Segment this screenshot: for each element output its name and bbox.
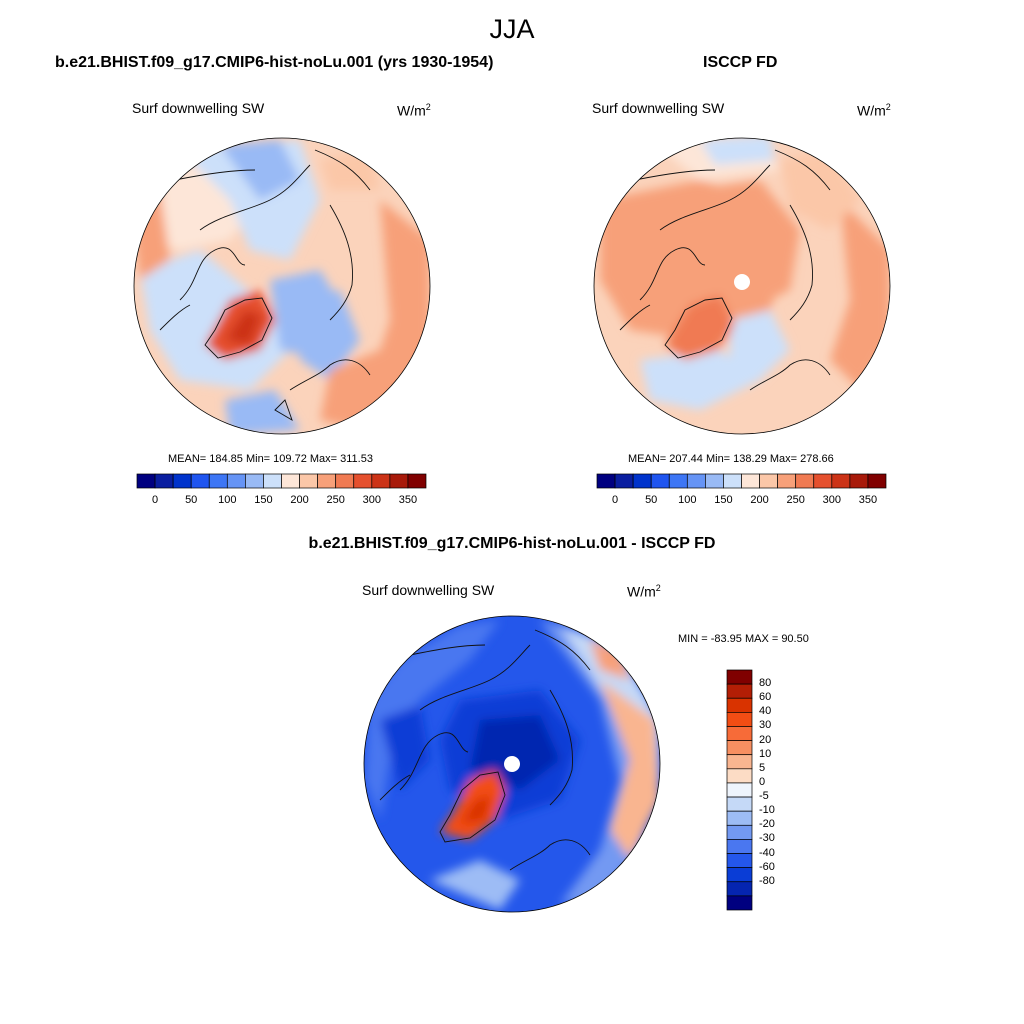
- model-colorbar-swatch: [371, 473, 391, 489]
- model-panel-title: b.e21.BHIST.f09_g17.CMIP6-hist-noLu.001 …: [55, 54, 494, 71]
- diff-variable-label: Surf downwelling SW: [362, 582, 495, 598]
- model-colorbar-swatch: [245, 473, 264, 489]
- diff-colorbar-swatch: [726, 881, 753, 897]
- model-colorbar-swatch: [317, 473, 337, 489]
- model-map: [134, 138, 430, 434]
- obs-colorbar-tick-label: 100: [678, 494, 697, 506]
- diff-colorbar: [726, 669, 753, 911]
- obs-colorbar-tick-label: 50: [645, 494, 658, 506]
- obs-colorbar-swatch: [650, 473, 670, 489]
- obs-colorbar-tick-label: 250: [786, 494, 805, 506]
- obs-colorbar-swatch: [705, 473, 724, 489]
- model-colorbar-ticks: 0 50 100 150 200 250 300 350: [0, 494, 1024, 510]
- diff-stats-text: MIN = -83.95 MAX = 90.50: [678, 633, 809, 645]
- diff-colorbar-swatch: [726, 867, 753, 883]
- obs-colorbar-swatch: [741, 473, 760, 489]
- obs-pole-gap: [734, 274, 750, 290]
- model-colorbar-swatch: [263, 473, 282, 489]
- obs-colorbar-swatch: [668, 473, 688, 489]
- model-colorbar-swatch: [389, 473, 409, 489]
- diff-colorbar-swatch: [726, 697, 753, 713]
- model-units-label: W/m2: [397, 102, 431, 119]
- model-colorbar-tick-label: 50: [185, 494, 198, 506]
- diff-colorbar-swatch: [726, 796, 753, 812]
- model-colorbar-swatch: [281, 473, 300, 489]
- model-coastlines: [159, 149, 371, 422]
- model-colorbar-swatch: [154, 473, 174, 489]
- diff-colorbar-swatch: [726, 754, 753, 770]
- obs-colorbar-swatch: [614, 473, 634, 489]
- obs-colorbar-swatch: [795, 473, 815, 489]
- obs-colorbar-swatch: [813, 473, 833, 489]
- model-colorbar-tick-label: 0: [152, 494, 159, 506]
- obs-stats-text: MEAN= 207.44 Min= 138.29 Max= 278.66: [628, 453, 834, 465]
- model-colorbar-tick-label: 350: [398, 494, 418, 506]
- obs-colorbar-swatch: [867, 473, 887, 489]
- obs-colorbar-tick-label: 200: [750, 494, 769, 506]
- obs-colorbar-tick-label: 150: [714, 494, 733, 506]
- obs-variable-label: Surf downwelling SW: [592, 100, 725, 116]
- model-colorbar-tick-label: 150: [254, 494, 273, 506]
- model-colorbar-swatch: [299, 473, 318, 489]
- diff-colorbar-swatch: [726, 853, 753, 868]
- diff-colorbar-swatch: [726, 740, 753, 756]
- obs-colorbar-tick-label: 300: [822, 494, 841, 506]
- obs-panel-title: ISCCP FD: [703, 54, 778, 71]
- model-stats-text: MEAN= 184.85 Min= 109.72 Max= 311.53: [168, 453, 373, 465]
- model-colorbar-swatch: [226, 473, 246, 489]
- diff-colorbar-swatch: [726, 810, 753, 826]
- obs-colorbar-swatch: [632, 473, 652, 489]
- model-colorbar-swatch: [208, 473, 228, 489]
- diff-colorbar-swatch: [726, 683, 753, 699]
- obs-colorbar-swatch: [723, 473, 742, 489]
- season-title: JJA: [489, 14, 535, 44]
- obs-colorbar-swatch: [777, 473, 797, 489]
- model-colorbar-tick-label: 100: [218, 494, 237, 506]
- model-colorbar-swatch: [407, 473, 427, 489]
- diff-colorbar-swatch: [726, 726, 753, 741]
- diff-map: [364, 616, 660, 912]
- obs-colorbar-tick-label: 0: [612, 494, 619, 506]
- diff-pole-gap: [504, 756, 520, 772]
- diff-colorbar-swatch: [726, 768, 753, 784]
- diff-units-label: W/m2: [627, 583, 661, 600]
- obs-coastlines: [619, 149, 831, 391]
- obs-colorbar-swatch: [831, 473, 851, 489]
- obs-colorbar-swatch: [596, 473, 616, 489]
- diff-colorbar-swatch: [726, 782, 753, 798]
- obs-colorbar: [596, 473, 887, 489]
- model-colorbar-swatch: [190, 473, 210, 489]
- model-colorbar-tick-label: 250: [326, 494, 345, 506]
- diff-colorbar-swatch: [726, 839, 753, 854]
- obs-colorbar-swatch: [849, 473, 869, 489]
- obs-map: [594, 138, 890, 434]
- diff-colorbar-swatch: [726, 712, 753, 727]
- diff-colorbar-swatch: [726, 824, 753, 840]
- obs-colorbar-swatch: [759, 473, 778, 489]
- model-colorbar-swatch: [353, 473, 373, 489]
- model-colorbar-tick-label: 300: [362, 494, 381, 506]
- obs-colorbar-ticks: 0 50 100 150 200 250 300 350: [0, 494, 1024, 510]
- model-variable-label: Surf downwelling SW: [132, 100, 265, 116]
- model-colorbar: [136, 473, 427, 489]
- diff-coastlines: [379, 629, 591, 871]
- model-colorbar-swatch: [136, 473, 156, 489]
- model-colorbar-swatch: [172, 473, 192, 489]
- diff-colorbar-swatch: [726, 669, 753, 685]
- model-colorbar-swatch: [335, 473, 355, 489]
- diff-colorbar-swatch: [726, 895, 753, 911]
- model-colorbar-tick-label: 200: [290, 494, 309, 506]
- obs-colorbar-tick-label: 350: [858, 494, 878, 506]
- diff-panel-title: b.e21.BHIST.f09_g17.CMIP6-hist-noLu.001 …: [308, 535, 716, 552]
- obs-colorbar-swatch: [686, 473, 706, 489]
- obs-units-label: W/m2: [857, 102, 891, 119]
